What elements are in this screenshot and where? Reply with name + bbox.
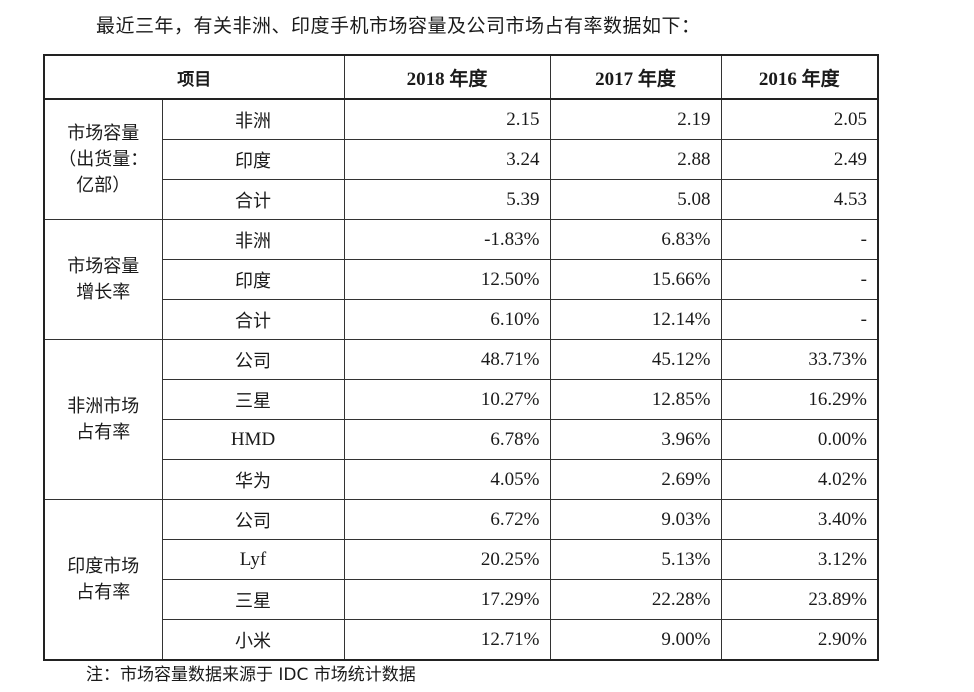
- value-cell: 6.10%: [343, 299, 551, 340]
- value-cell: 4.02%: [720, 459, 879, 500]
- group-label-line: 印度市场: [67, 555, 140, 577]
- group-label-line: 增长率: [76, 281, 131, 303]
- value-cell: 5.39: [343, 179, 551, 220]
- value-cell: 2.69%: [549, 459, 722, 500]
- table-row: 小米 12.71% 9.00% 2.90%: [44, 619, 879, 661]
- value-cell: 6.83%: [549, 219, 722, 260]
- value-cell: 12.71%: [343, 619, 551, 661]
- value-cell: 0.00%: [720, 419, 879, 460]
- value-cell: -: [720, 299, 879, 340]
- value-cell: 3.96%: [549, 419, 722, 460]
- row-item-label: 三星: [161, 379, 345, 420]
- group-label-line: 占有率: [76, 421, 131, 443]
- value-cell: 2.90%: [720, 619, 879, 661]
- value-cell: 3.12%: [720, 539, 879, 580]
- group-label-line: 占有率: [76, 581, 131, 603]
- row-item-label: 三星: [161, 579, 345, 620]
- value-cell: 10.27%: [343, 379, 551, 420]
- value-cell: 17.29%: [343, 579, 551, 620]
- table-row: 三星 17.29% 22.28% 23.89%: [44, 579, 879, 620]
- value-cell: 45.12%: [549, 339, 722, 380]
- value-cell: 4.53: [720, 179, 879, 220]
- group-label-line: （出货量：: [58, 148, 149, 170]
- value-cell: 3.24: [343, 139, 551, 180]
- value-cell: 12.50%: [343, 259, 551, 300]
- value-cell: -: [720, 219, 879, 260]
- group-label-line: 亿部）: [76, 174, 131, 196]
- value-cell: 12.14%: [549, 299, 722, 340]
- value-cell: 20.25%: [343, 539, 551, 580]
- group-label-line: 市场容量: [67, 255, 140, 277]
- table-row: 市场容量 （出货量： 亿部） 非洲 2.15 2.19 2.05: [43, 98, 879, 220]
- table-row: 非洲市场 占有率 公司 48.71% 45.12% 33.73%: [43, 339, 879, 500]
- value-cell: 9.00%: [549, 619, 722, 661]
- group-label: 印度市场 占有率: [43, 499, 163, 661]
- value-cell: 16.29%: [720, 379, 879, 420]
- row-item-label: 合计: [161, 299, 345, 340]
- row-item-label: 印度: [161, 139, 345, 180]
- header-year-2018: 2018 年度: [343, 54, 551, 100]
- value-cell: 3.40%: [720, 499, 879, 540]
- table-row: 三星 10.27% 12.85% 16.29%: [44, 379, 879, 420]
- value-cell: -: [720, 259, 879, 300]
- value-cell: 23.89%: [720, 579, 879, 620]
- header-year-2017: 2017 年度: [549, 54, 722, 100]
- table-row: 印度市场 占有率 公司 6.72% 9.03% 3.40%: [43, 499, 879, 661]
- value-cell: 2.88: [549, 139, 722, 180]
- value-cell: 33.73%: [720, 339, 879, 380]
- value-cell: 6.72%: [343, 499, 551, 540]
- table-row: 印度 12.50% 15.66% -: [44, 259, 879, 300]
- market-data-table: 项目 2018 年度 2017 年度 2016 年度 市场容量 （出货量： 亿部） 非…: [43, 54, 879, 661]
- row-item-label: 小米: [161, 619, 345, 661]
- table-row: 印度 3.24 2.88 2.49: [44, 139, 879, 180]
- table-row: 华为 4.05% 2.69% 4.02%: [44, 459, 879, 500]
- value-cell: 2.15: [343, 98, 551, 140]
- row-item-label: 非洲: [161, 219, 345, 260]
- value-cell: 48.71%: [343, 339, 551, 380]
- header-year-2016: 2016 年度: [720, 54, 879, 100]
- group-label-line: 非洲市场: [67, 395, 140, 417]
- row-item-label: 公司: [161, 499, 345, 540]
- group-label: 非洲市场 占有率: [43, 339, 163, 500]
- row-item-label: Lyf: [161, 539, 345, 580]
- value-cell: -1.83%: [343, 219, 551, 260]
- value-cell: 6.78%: [343, 419, 551, 460]
- value-cell: 15.66%: [549, 259, 722, 300]
- value-cell: 4.05%: [343, 459, 551, 500]
- table-row: HMD 6.78% 3.96% 0.00%: [44, 419, 879, 460]
- row-item-label: 华为: [161, 459, 345, 500]
- row-item-label: 公司: [161, 339, 345, 380]
- value-cell: 5.08: [549, 179, 722, 220]
- intro-text: 最近三年，有关非洲、印度手机市场容量及公司市场占有率数据如下：: [96, 15, 701, 37]
- value-cell: 12.85%: [549, 379, 722, 420]
- group-label-line: 市场容量: [67, 122, 140, 144]
- table-row: Lyf 20.25% 5.13% 3.12%: [44, 539, 879, 580]
- table-row: 市场容量 增长率 非洲 -1.83% 6.83% -: [43, 219, 879, 340]
- value-cell: 2.19: [549, 98, 722, 140]
- group-label: 市场容量 （出货量： 亿部）: [43, 98, 163, 220]
- row-item-label: HMD: [161, 419, 345, 460]
- value-cell: 22.28%: [549, 579, 722, 620]
- row-item-label: 印度: [161, 259, 345, 300]
- source-note: 注：市场容量数据来源于 IDC 市场统计数据: [86, 665, 416, 685]
- table-header-row: 项目 2018 年度 2017 年度 2016 年度: [43, 54, 879, 100]
- row-item-label: 合计: [161, 179, 345, 220]
- table-row: 合计 6.10% 12.14% -: [44, 299, 879, 340]
- table-row: 合计 5.39 5.08 4.53: [44, 179, 879, 220]
- header-item: 项目: [43, 54, 345, 100]
- value-cell: 2.05: [720, 98, 879, 140]
- value-cell: 2.49: [720, 139, 879, 180]
- value-cell: 5.13%: [549, 539, 722, 580]
- group-label: 市场容量 增长率: [43, 219, 163, 340]
- row-item-label: 非洲: [161, 98, 345, 140]
- value-cell: 9.03%: [549, 499, 722, 540]
